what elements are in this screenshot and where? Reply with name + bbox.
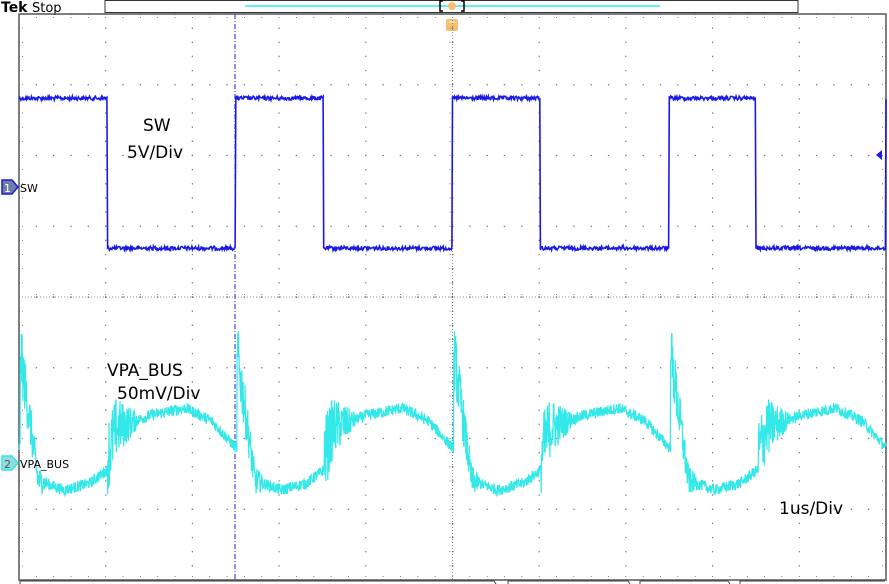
vpa-bus-trace	[18, 331, 887, 498]
readout-box-timebase[interactable]	[507, 580, 631, 584]
ch1-label: SW	[20, 182, 38, 195]
graticule	[18, 13, 887, 581]
trigger-level-icon[interactable]	[876, 150, 882, 160]
sw-annotation: SW	[143, 116, 171, 136]
ch1-number: 1	[4, 182, 11, 195]
sw-trace	[18, 93, 887, 254]
acquisition-status: Stop	[32, 1, 62, 16]
vpa-scale-annotation: 50mV/Div	[117, 384, 200, 404]
record-bracket	[439, 0, 465, 12]
sw-scale-annotation: 5V/Div	[127, 143, 183, 163]
readout-box-trigger[interactable]	[639, 580, 731, 584]
vpa-annotation: VPA_BUS	[107, 361, 183, 381]
timebase-annotation: 1us/Div	[779, 499, 843, 519]
ch1-marker[interactable]: 1	[1, 179, 19, 195]
ch2-label: VPA_BUS	[20, 458, 69, 471]
grid-center-ticks	[18, 13, 887, 581]
readout-box-record[interactable]	[739, 580, 885, 584]
tek-logo: Tek	[1, 0, 28, 16]
trigger-position-icon[interactable]	[446, 2, 458, 31]
ch2-number: 2	[4, 458, 11, 471]
ch2-marker[interactable]: 2	[1, 455, 19, 471]
readout-box-channels[interactable]	[19, 580, 497, 584]
